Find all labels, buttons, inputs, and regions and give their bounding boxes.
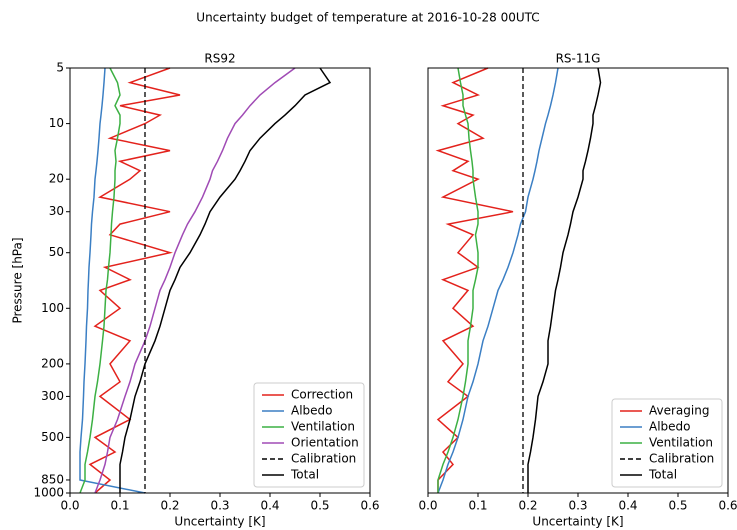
plot-frame — [69, 67, 371, 494]
x-tick-label: 0.0 — [60, 499, 79, 513]
x-tick-label: 0.6 — [360, 499, 379, 513]
series-line — [79, 67, 121, 494]
panel-title: RS92 — [204, 52, 235, 66]
x-axis-label: Uncertainty [K] — [532, 515, 623, 529]
x-tick-label: 0.3 — [210, 499, 229, 513]
y-tick-label: 1000 — [33, 486, 64, 500]
x-tick-label: 0.1 — [110, 499, 129, 513]
y-tick-label: 5 — [56, 61, 64, 75]
legend-label: Total — [648, 468, 677, 482]
x-tick-label: 0.0 — [418, 499, 437, 513]
x-axis-label: Uncertainty [K] — [174, 515, 265, 529]
y-tick-label: 850 — [41, 472, 64, 486]
legend-label: Total — [290, 468, 319, 482]
x-tick-label: 0.6 — [718, 499, 737, 513]
y-axis-label: Pressure [hPa] — [11, 237, 25, 323]
series-line — [94, 67, 296, 494]
figure-title: Uncertainty budget of temperature at 201… — [196, 11, 539, 25]
series-line — [88, 67, 181, 494]
x-tick-label: 0.1 — [468, 499, 487, 513]
x-tick-label: 0.4 — [618, 499, 637, 513]
y-tick-label: 20 — [49, 172, 64, 186]
y-tick-label: 50 — [49, 245, 64, 259]
series-line — [119, 67, 332, 493]
legend-label: Albedo — [291, 404, 333, 418]
y-tick-label: 500 — [41, 430, 64, 444]
legend-box — [253, 382, 365, 488]
legend-label: Correction — [291, 388, 353, 402]
series-line — [437, 67, 479, 493]
legend-label: Calibration — [291, 452, 356, 466]
y-tick-label: 100 — [41, 301, 64, 315]
x-tick-label: 0.5 — [668, 499, 687, 513]
x-tick-label: 0.2 — [160, 499, 179, 513]
y-tick-label: 10 — [49, 116, 64, 130]
plot-frame — [427, 67, 729, 494]
legend-label: Averaging — [649, 404, 709, 418]
series-line — [437, 67, 559, 494]
legend-label: Ventilation — [291, 420, 355, 434]
x-tick-label: 0.3 — [568, 499, 587, 513]
legend-label: Albedo — [649, 420, 691, 434]
panel-title: RS-11G — [556, 52, 601, 66]
x-tick-label: 0.5 — [310, 499, 329, 513]
series-line — [527, 67, 602, 493]
x-tick-label: 0.4 — [260, 499, 279, 513]
x-tick-label: 0.2 — [518, 499, 537, 513]
series-line — [79, 67, 146, 494]
y-tick-label: 300 — [41, 389, 64, 403]
series-line — [435, 67, 514, 493]
legend-label: Orientation — [291, 436, 359, 450]
legend-label: Ventilation — [649, 436, 713, 450]
legend-box — [611, 398, 723, 488]
legend-label: Calibration — [649, 452, 714, 466]
y-tick-label: 30 — [49, 204, 64, 218]
y-tick-label: 200 — [41, 356, 64, 370]
